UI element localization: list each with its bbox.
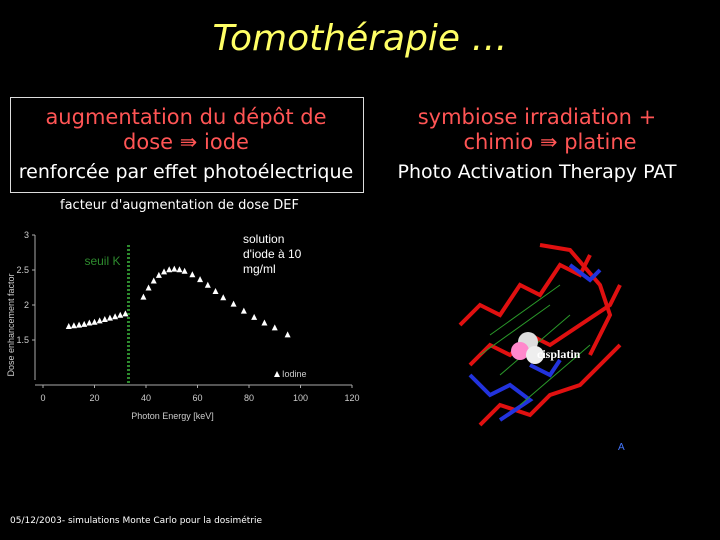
data-point [230,300,237,307]
x-tick-label: 100 [293,393,308,403]
molecule-image: cisplatin A [458,243,625,453]
data-point [271,324,278,331]
x-tick-label: 120 [344,393,359,403]
annotation: solution d'iode à 10 mg/ml [243,232,302,276]
chart-heading: facteur d'augmentation de dose DEF [60,198,299,213]
left-line: dose ⇛ iode [123,130,249,154]
x-tick-label: 40 [141,393,151,403]
data-point [65,323,72,329]
right-line: chimio ⇛ platine [463,130,637,154]
x-tick-label: 20 [89,393,99,403]
data-point [112,313,119,320]
y-tick-label: 3 [24,230,29,240]
data-point [76,321,83,328]
right-subtitle: Photo Activation Therapy PAT [397,161,677,183]
y-axis-label: Dose enhancement factor [6,273,16,376]
cisplatin-atom [511,342,529,360]
data-point [166,266,173,273]
left-subtitle: renforcée par effet photoélectrique [18,161,354,183]
data-point [101,316,108,322]
data-point [181,267,188,274]
footer: 05/12/2003- simulations Monte Carlo pour… [10,516,263,526]
data-point [96,317,103,324]
x-tick-label: 0 [40,393,45,403]
data-point [171,265,178,272]
y-tick-label: 2 [24,300,29,310]
image-label: cisplatin [537,347,581,361]
data-point [220,294,227,301]
x-tick-label: 60 [192,393,202,403]
data-point [106,314,113,321]
left-box [10,97,364,193]
x-axis-label: Photon Energy [keV] [131,411,214,421]
legend-marker [274,371,280,377]
data-point [261,319,268,326]
data-point [240,307,247,314]
data-point [140,293,147,300]
x-tick-label: 80 [244,393,254,403]
molecule-strands [458,243,622,427]
y-tick-label: 2.5 [16,265,29,275]
slide-title: Tomothérapie … [212,18,508,59]
data-point [197,276,204,283]
data-point [70,322,77,329]
threshold-label: seuil K [84,254,120,268]
data-point [176,266,183,273]
data-point [122,310,129,317]
data-point [189,271,196,278]
y-tick-label: 1.5 [16,335,29,345]
data-point [284,331,291,338]
legend-label: Iodine [282,369,307,379]
right-line: symbiose irradiation + [417,105,657,129]
data-point [117,311,124,318]
cisplatin-atom [526,346,544,364]
data-point [145,284,152,291]
data-point [204,281,211,288]
left-line: augmentation du dépôt de [45,105,327,129]
data-point [81,320,88,327]
chart: 1.5 2 2.5 3 0 20 40 60 80 100 120 Photon Energy [ke… [6,230,360,421]
data-point [91,318,98,325]
data-point [150,277,157,284]
data-point [155,271,162,278]
data-point [251,313,258,320]
data-point [161,268,168,275]
data-point [212,288,219,294]
image-corner: A [618,442,625,453]
data-point [86,319,93,326]
